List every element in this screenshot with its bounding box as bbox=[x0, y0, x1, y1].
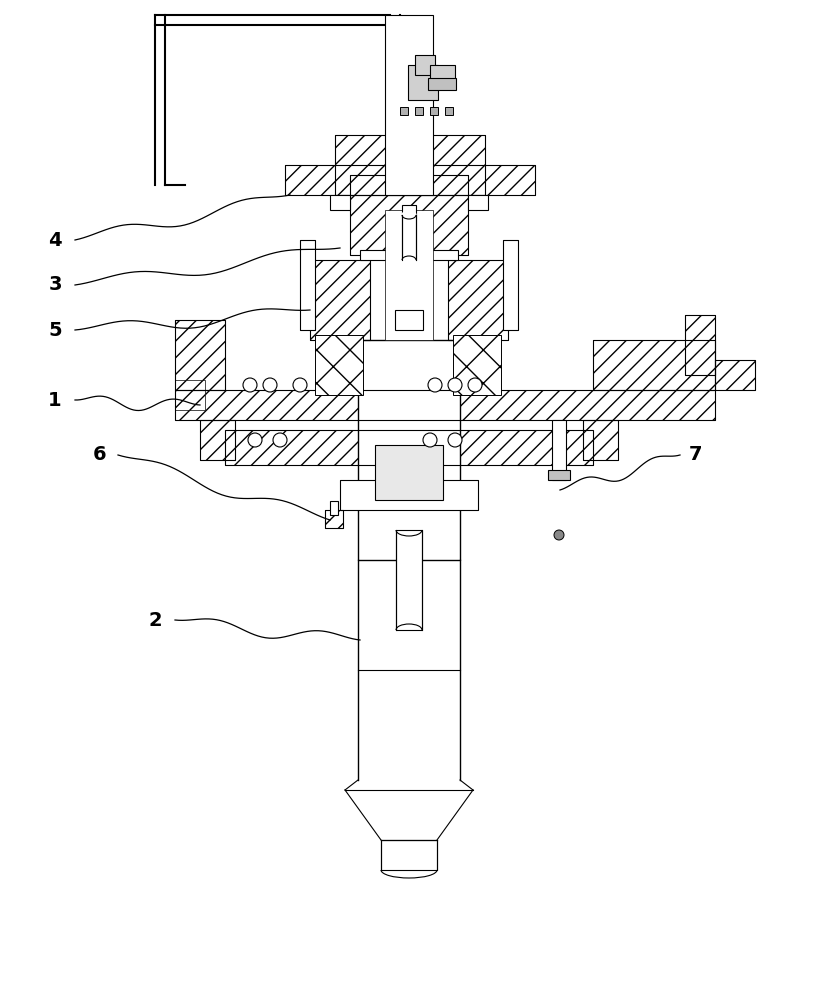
Bar bbox=[430, 65, 455, 80]
Bar bbox=[445, 107, 453, 115]
Bar bbox=[381, 840, 437, 870]
Text: 3: 3 bbox=[48, 275, 61, 294]
Bar bbox=[468, 195, 488, 210]
Circle shape bbox=[468, 378, 482, 392]
Bar bbox=[175, 390, 715, 420]
Bar bbox=[200, 420, 235, 460]
Bar bbox=[175, 320, 225, 390]
Bar bbox=[325, 510, 343, 528]
Bar bbox=[408, 65, 438, 100]
Text: 4: 4 bbox=[48, 231, 61, 249]
Ellipse shape bbox=[402, 211, 416, 219]
Bar bbox=[335, 135, 485, 195]
Bar bbox=[428, 78, 456, 90]
Bar bbox=[715, 360, 755, 390]
Bar bbox=[310, 260, 370, 340]
Bar bbox=[315, 335, 363, 395]
Bar bbox=[385, 210, 433, 340]
Bar bbox=[430, 107, 438, 115]
Bar bbox=[350, 175, 468, 255]
Polygon shape bbox=[345, 780, 473, 790]
Bar bbox=[360, 250, 458, 260]
Bar bbox=[593, 340, 715, 390]
Bar bbox=[175, 320, 225, 390]
Bar bbox=[285, 165, 535, 195]
Bar bbox=[548, 470, 570, 480]
Text: 7: 7 bbox=[688, 446, 702, 464]
Circle shape bbox=[423, 433, 437, 447]
Bar bbox=[340, 480, 478, 510]
Bar bbox=[175, 380, 205, 410]
Ellipse shape bbox=[402, 256, 416, 264]
Bar bbox=[325, 510, 343, 528]
Circle shape bbox=[243, 378, 257, 392]
Bar bbox=[415, 107, 423, 115]
Bar bbox=[285, 165, 535, 195]
Bar bbox=[175, 390, 715, 420]
Bar bbox=[685, 315, 715, 375]
Bar bbox=[340, 480, 370, 510]
Circle shape bbox=[248, 433, 262, 447]
Bar bbox=[503, 240, 518, 330]
Bar bbox=[375, 445, 443, 500]
Bar bbox=[400, 107, 408, 115]
Circle shape bbox=[293, 378, 307, 392]
Bar bbox=[225, 430, 593, 465]
Bar bbox=[402, 205, 416, 260]
Bar bbox=[225, 430, 593, 465]
Bar bbox=[583, 420, 618, 460]
Circle shape bbox=[554, 530, 564, 540]
Bar bbox=[350, 175, 468, 255]
Text: 5: 5 bbox=[48, 320, 61, 340]
Circle shape bbox=[448, 378, 462, 392]
Circle shape bbox=[428, 378, 442, 392]
Bar bbox=[552, 420, 566, 480]
Bar bbox=[415, 55, 435, 75]
Bar bbox=[358, 340, 460, 560]
Bar bbox=[583, 420, 618, 460]
Bar bbox=[448, 260, 508, 340]
Bar bbox=[300, 240, 315, 330]
Bar bbox=[200, 420, 235, 460]
Bar bbox=[330, 195, 350, 210]
Bar bbox=[448, 480, 478, 510]
Bar bbox=[300, 240, 315, 330]
Text: 6: 6 bbox=[93, 446, 106, 464]
Circle shape bbox=[263, 378, 277, 392]
Polygon shape bbox=[345, 780, 474, 785]
Polygon shape bbox=[345, 790, 473, 840]
Bar bbox=[395, 310, 423, 330]
Bar bbox=[310, 260, 370, 340]
Bar bbox=[396, 530, 422, 630]
Bar bbox=[453, 335, 501, 395]
Bar bbox=[715, 360, 755, 390]
Bar bbox=[448, 260, 508, 340]
Circle shape bbox=[273, 433, 287, 447]
Bar bbox=[503, 240, 518, 330]
Bar bbox=[685, 315, 715, 375]
Bar bbox=[335, 135, 485, 195]
Bar bbox=[385, 15, 433, 195]
Bar bbox=[330, 501, 338, 515]
Text: 1: 1 bbox=[48, 390, 61, 410]
Text: 2: 2 bbox=[148, 610, 162, 630]
Bar bbox=[593, 340, 715, 390]
Circle shape bbox=[448, 433, 462, 447]
